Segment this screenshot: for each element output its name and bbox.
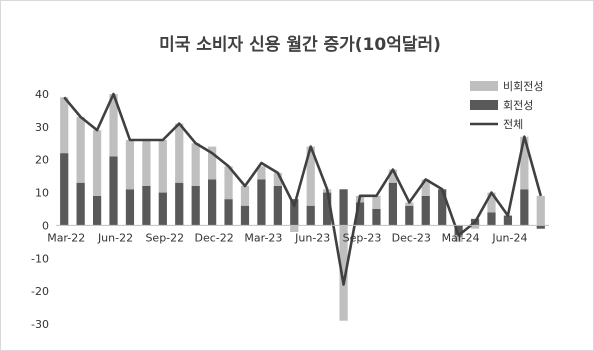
bar-비회전성-2022-12 bbox=[208, 146, 217, 180]
legend-label: 전체 bbox=[503, 118, 523, 131]
bar-비회전성-2022-09 bbox=[158, 140, 167, 193]
bar-비회전성-2022-08 bbox=[142, 140, 151, 186]
bar-회전성-2023-04 bbox=[273, 186, 282, 226]
bar-회전성-2024-01 bbox=[421, 195, 430, 226]
bar-회전성-2023-02 bbox=[240, 205, 250, 226]
y-tick-label: 20 bbox=[35, 154, 49, 167]
bar-회전성-2023-08 bbox=[339, 189, 348, 226]
bar-회전성-2022-03 bbox=[60, 153, 69, 226]
bar-비회전성-2024-01 bbox=[421, 179, 430, 196]
bar-비회전성-2023-04 bbox=[273, 172, 282, 186]
legend-label: 회전성 bbox=[503, 99, 533, 112]
bar-비회전성-2023-05 bbox=[290, 225, 299, 232]
chart-title: 미국 소비자 신용 월간 증가(10억달러) bbox=[159, 34, 441, 55]
bar-회전성-2023-03 bbox=[257, 179, 266, 226]
bar-회전성-2024-07 bbox=[520, 189, 529, 226]
bar-회전성-2023-09 bbox=[355, 202, 365, 226]
x-tick-label: Mar-23 bbox=[244, 231, 282, 244]
legend-label: 비회전성 bbox=[503, 80, 543, 93]
bar-회전성-2023-01 bbox=[224, 199, 233, 226]
x-tick-label: Dec-22 bbox=[194, 231, 233, 244]
bar-회전성-2022-07 bbox=[125, 189, 135, 226]
bar-비회전성-2022-10 bbox=[175, 123, 184, 183]
y-tick-label: 10 bbox=[35, 187, 49, 200]
bar-회전성-2022-06 bbox=[109, 156, 118, 226]
y-tick-label: -30 bbox=[31, 318, 49, 331]
bar-회전성-2022-11 bbox=[191, 186, 200, 226]
bar-회전성-2024-08 bbox=[536, 225, 545, 229]
bar-회전성-2023-12 bbox=[405, 205, 414, 226]
bar-회전성-2023-07 bbox=[323, 192, 332, 226]
bar-회전성-2023-10 bbox=[372, 209, 381, 226]
x-tick-label: Jun-23 bbox=[294, 231, 330, 244]
bar-비회전성-2024-03 bbox=[454, 235, 463, 242]
bar-회전성-2022-09 bbox=[158, 192, 167, 226]
y-tick-label: 40 bbox=[35, 88, 49, 101]
legend-swatch bbox=[470, 100, 498, 110]
bar-비회전성-2022-03 bbox=[60, 97, 69, 154]
x-tick-label: Jun-22 bbox=[97, 231, 133, 244]
bar-회전성-2023-06 bbox=[306, 205, 315, 226]
bar-회전성-2022-10 bbox=[175, 182, 184, 226]
bar-비회전성-2023-10 bbox=[372, 195, 381, 209]
bar-비회전성-2023-08 bbox=[339, 225, 348, 321]
bar-회전성-2023-11 bbox=[388, 182, 397, 226]
bars-layer bbox=[60, 94, 545, 321]
bar-회전성-2022-12 bbox=[208, 179, 217, 226]
x-tick-label: Jun-24 bbox=[491, 231, 527, 244]
x-tick-label: Mar-22 bbox=[47, 231, 85, 244]
bar-회전성-2024-02 bbox=[438, 189, 447, 226]
bar-비회전성-2022-04 bbox=[76, 117, 85, 183]
bar-비회전성-2022-06 bbox=[109, 94, 118, 157]
bar-비회전성-2023-06 bbox=[306, 146, 315, 206]
bar-비회전성-2024-07 bbox=[520, 136, 529, 190]
y-tick-label: 0 bbox=[42, 219, 49, 232]
bar-회전성-2024-06 bbox=[503, 215, 513, 226]
line-layer bbox=[63, 92, 543, 286]
bar-회전성-2024-05 bbox=[487, 212, 496, 226]
bar-비회전성-2024-05 bbox=[487, 192, 496, 213]
legend-swatch bbox=[470, 81, 498, 91]
bar-회전성-2022-08 bbox=[142, 186, 151, 226]
bar-회전성-2023-05 bbox=[290, 199, 299, 226]
bar-회전성-2022-04 bbox=[76, 182, 85, 226]
bar-비회전성-2023-12 bbox=[405, 202, 414, 206]
bar-비회전성-2022-05 bbox=[92, 130, 102, 196]
bar-비회전성-2023-01 bbox=[224, 166, 233, 200]
bar-비회전성-2022-07 bbox=[125, 140, 135, 190]
x-tick-label: Sep-22 bbox=[145, 231, 184, 244]
bar-비회전성-2023-02 bbox=[240, 186, 250, 206]
bar-회전성-2022-05 bbox=[92, 195, 102, 226]
bar-회전성-2024-03 bbox=[454, 225, 463, 236]
bar-비회전성-2022-11 bbox=[191, 143, 200, 186]
bar-비회전성-2023-11 bbox=[388, 169, 397, 183]
bar-비회전성-2023-03 bbox=[257, 166, 266, 180]
line-series-전체 bbox=[63, 92, 543, 286]
x-tick-label: Sep-23 bbox=[343, 231, 382, 244]
y-tick-label: -10 bbox=[31, 252, 49, 265]
y-tick-label: 30 bbox=[35, 121, 49, 134]
x-tick-label: Dec-23 bbox=[392, 231, 431, 244]
bar-비회전성-2024-04 bbox=[470, 225, 480, 229]
axis-layer: -30 -20 -10 0 10 20 30 40 Mar-22 Jun-22 Sep-22 Dec-… bbox=[31, 88, 549, 331]
x-tick-label: Mar-24 bbox=[442, 231, 480, 244]
y-tick-label: -20 bbox=[31, 285, 49, 298]
bar-비회전성-2024-08 bbox=[536, 195, 545, 226]
